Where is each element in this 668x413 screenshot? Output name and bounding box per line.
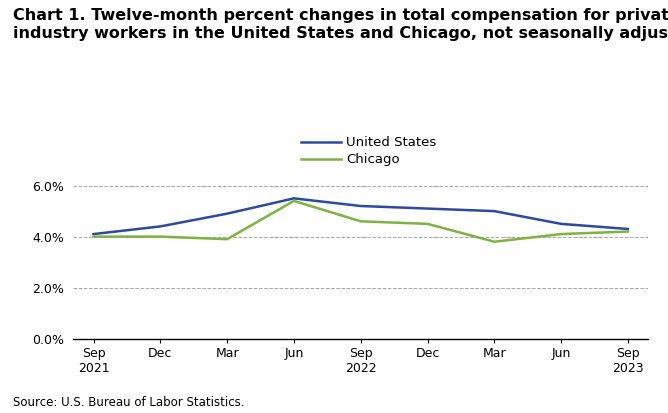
Line: United States: United States	[94, 198, 628, 234]
Text: Chart 1. Twelve-month percent changes in total compensation for private
industry: Chart 1. Twelve-month percent changes in…	[13, 8, 668, 40]
Chicago	[357, 219, 365, 224]
Text: United States: United States	[346, 136, 436, 149]
United States	[90, 232, 98, 237]
United States	[156, 224, 164, 229]
United States	[624, 226, 632, 231]
Chicago	[223, 237, 231, 242]
Chicago	[424, 221, 432, 226]
United States	[424, 206, 432, 211]
United States	[223, 211, 231, 216]
United States	[357, 204, 365, 209]
Line: Chicago: Chicago	[94, 201, 628, 242]
Chicago	[624, 229, 632, 234]
United States	[490, 209, 498, 214]
Text: Chicago: Chicago	[346, 152, 399, 166]
United States	[290, 196, 298, 201]
Text: Source: U.S. Bureau of Labor Statistics.: Source: U.S. Bureau of Labor Statistics.	[13, 396, 245, 409]
Chicago	[290, 198, 298, 203]
Chicago	[90, 234, 98, 239]
United States	[557, 221, 565, 226]
Chicago	[557, 232, 565, 237]
Chicago	[490, 239, 498, 244]
Chicago	[156, 234, 164, 239]
